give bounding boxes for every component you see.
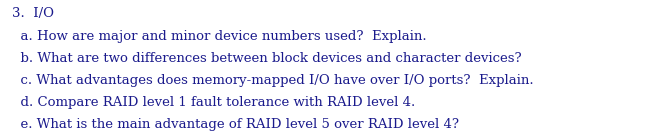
Text: a. How are major and minor device numbers used?  Explain.: a. How are major and minor device number…	[12, 30, 427, 43]
Text: e. What is the main advantage of RAID level 5 over RAID level 4?: e. What is the main advantage of RAID le…	[12, 118, 459, 131]
Text: d. Compare RAID level 1 fault tolerance with RAID level 4.: d. Compare RAID level 1 fault tolerance …	[12, 96, 415, 109]
Text: c. What advantages does memory-mapped I/O have over I/O ports?  Explain.: c. What advantages does memory-mapped I/…	[12, 74, 534, 87]
Text: 3.  I/O: 3. I/O	[12, 7, 54, 20]
Text: b. What are two differences between block devices and character devices?: b. What are two differences between bloc…	[12, 52, 522, 65]
